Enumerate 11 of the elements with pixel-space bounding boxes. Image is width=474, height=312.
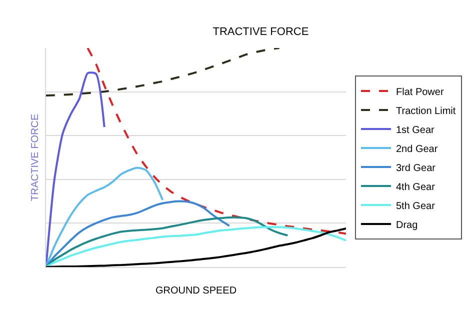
x-axis-title: GROUND SPEED (155, 286, 237, 296)
legend-label: 4th Gear (396, 182, 436, 193)
legend-label: Drag (396, 220, 418, 231)
chart-title: TRACTIVE FORCE (212, 26, 309, 38)
legend-label: 3rd Gear (396, 162, 436, 174)
legend-label: Flat Power (396, 86, 444, 98)
legend-label: 2nd Gear (396, 144, 438, 155)
legend-label: 5th Gear (396, 200, 436, 212)
legend-label: 1st Gear (396, 124, 436, 136)
legend-label: Traction Limit (396, 106, 456, 117)
y-axis-title: TRACTIVE FORCE (30, 114, 41, 202)
